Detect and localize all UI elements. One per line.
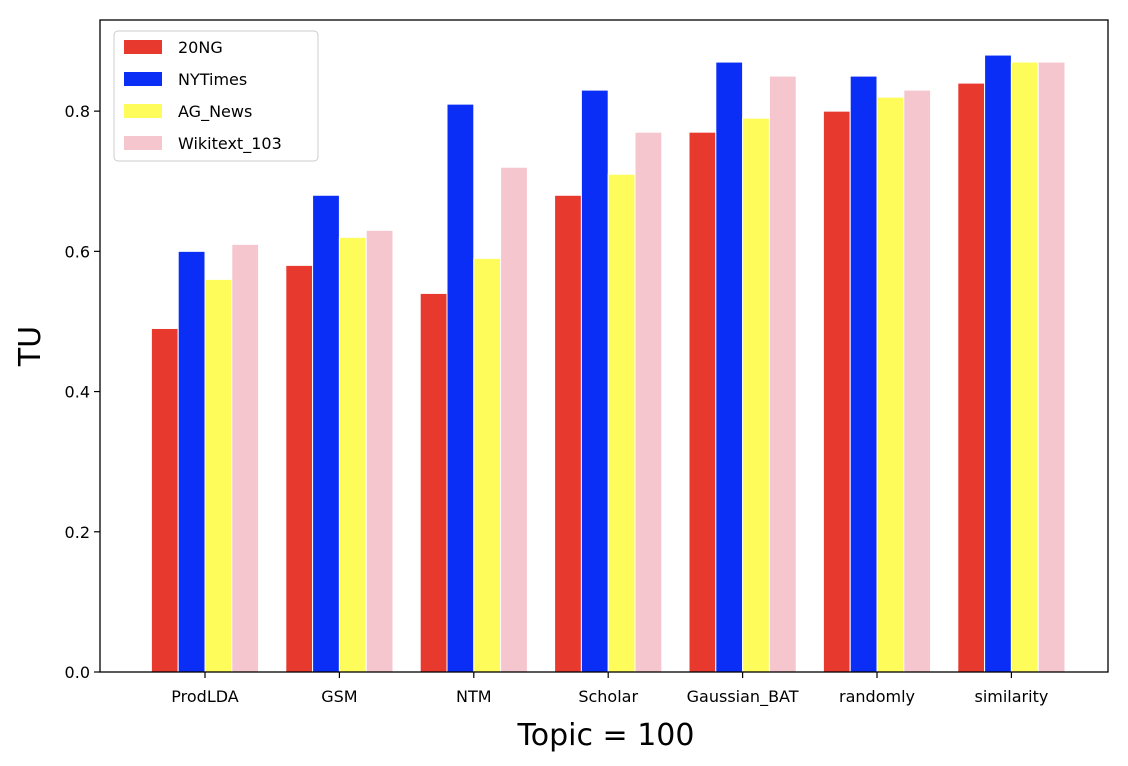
y-tick-label: 0.0: [65, 663, 90, 682]
bar-ag-news-prodlda: [204, 278, 233, 673]
bar-ag-news-gsm: [338, 236, 367, 673]
legend-label: Wikitext_103: [178, 134, 282, 154]
bar-nytimes-gaussian-bat: [715, 61, 744, 673]
legend-swatch-nytimes: [124, 72, 162, 86]
y-tick-label: 0.2: [65, 523, 90, 542]
bar-nytimes-similarity: [984, 54, 1012, 673]
x-tick-label: GSM: [321, 687, 357, 706]
y-tick-label: 0.8: [65, 102, 90, 121]
y-tick-label: 0.4: [65, 383, 90, 402]
bars-group: [150, 54, 1066, 673]
y-axis-label: TU: [13, 326, 48, 367]
bar-20ng-randomly: [822, 110, 851, 673]
x-tick-label: Gaussian_BAT: [687, 687, 799, 707]
bar-nytimes-ntm: [446, 103, 475, 673]
bar-20ng-similarity: [957, 82, 986, 673]
legend: 20NG NYTimes AG_News Wikitext_103: [113, 30, 319, 162]
x-axis-label: Topic = 100: [517, 718, 695, 753]
bar-wikitext-103-gsm: [365, 229, 394, 673]
bar-20ng-prodlda: [150, 327, 179, 673]
x-tick-label: randomly: [839, 687, 915, 706]
bar-nytimes-prodlda: [177, 250, 206, 673]
legend-label: 20NG: [178, 38, 223, 57]
bar-wikitext-103-gaussian-bat: [768, 75, 797, 673]
x-axis: ProdLDA GSM NTM Scholar Gaussian_BAT randomly…: [171, 672, 1048, 707]
bar-wikitext-103-prodlda: [231, 243, 260, 673]
bar-20ng-gsm: [285, 264, 314, 673]
y-axis: 0.0 0.2 0.4 0.6 0.8: [65, 102, 100, 682]
bar-ag-news-ntm: [473, 257, 502, 673]
bar-20ng-ntm: [419, 292, 448, 673]
bar-wikitext-103-randomly: [903, 89, 932, 673]
legend-label: NYTimes: [178, 70, 247, 89]
bar-wikitext-103-scholar: [634, 131, 663, 673]
bar-ag-news-gaussian-bat: [742, 117, 770, 673]
legend-swatch-wikitext-103: [124, 136, 162, 150]
bar-wikitext-103-similarity: [1037, 61, 1066, 673]
bar-ag-news-randomly: [876, 96, 905, 673]
bar-20ng-gaussian-bat: [688, 131, 717, 673]
bar-20ng-scholar: [554, 194, 582, 673]
plot-frame: [99, 19, 1109, 673]
bar-wikitext-103-ntm: [500, 166, 528, 673]
x-tick-label: Scholar: [578, 687, 638, 706]
legend-swatch-20ng: [124, 40, 162, 54]
y-tick-label: 0.6: [65, 242, 90, 261]
bar-nytimes-gsm: [312, 194, 340, 673]
bar-nytimes-randomly: [849, 75, 878, 673]
x-tick-label: ProdLDA: [171, 687, 238, 706]
x-tick-label: similarity: [974, 687, 1048, 706]
bar-ag-news-scholar: [607, 173, 636, 673]
x-tick-label: NTM: [456, 687, 492, 706]
legend-label: AG_News: [178, 102, 252, 122]
legend-box: [113, 30, 319, 162]
legend-swatch-ag-news: [124, 104, 162, 118]
bar-ag-news-similarity: [1010, 61, 1039, 673]
bar-nytimes-scholar: [580, 89, 609, 673]
